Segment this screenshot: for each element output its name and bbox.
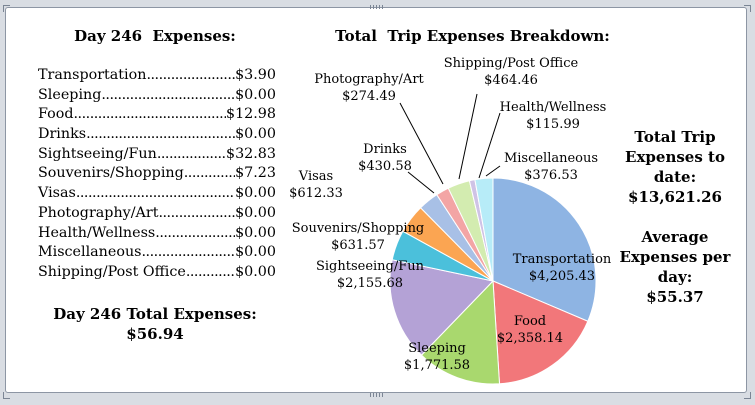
slice-label: Photography/Art $274.49	[314, 72, 424, 104]
day-expenses-title: Day 246 Expenses:	[74, 27, 236, 45]
slice-label: Drinks $430.58	[358, 142, 412, 174]
expense-value: $0.00	[235, 244, 276, 261]
expense-value: $12.98	[225, 106, 276, 123]
expense-value: $3.90	[235, 67, 276, 83]
expense-label: Drinks	[38, 126, 87, 143]
expense-label: Miscellaneous	[38, 244, 142, 261]
slice-name: Sightseeing/Fun	[316, 259, 425, 274]
pie-slice-food	[492, 280, 589, 385]
pie-slice-sightseeing-fun	[389, 259, 494, 356]
expense-value: $0.00	[235, 86, 276, 103]
expense-label: Shipping/Post Office	[38, 263, 186, 280]
expense-value: $0.00	[235, 224, 276, 241]
top-right-resize-handle[interactable]	[744, 5, 751, 12]
expense-value: $0.00	[235, 185, 276, 202]
expense-label: Visas	[38, 185, 76, 202]
expense-row: Transportation $3.90	[38, 66, 276, 86]
slice-value: $612.33	[289, 186, 343, 201]
leader-line	[478, 112, 501, 179]
expense-row: Drinks $0.00	[38, 125, 276, 145]
slice-label: Food $2,358.14	[497, 314, 563, 346]
expense-value: $0.00	[235, 263, 276, 280]
leader-line	[407, 171, 435, 194]
expense-label: Food	[38, 106, 74, 123]
bottom-left-resize-handle[interactable]	[3, 392, 10, 399]
expense-value: $7.23	[235, 165, 276, 182]
slice-name: Miscellaneous	[504, 151, 598, 166]
expense-value: $32.83	[225, 145, 276, 162]
slice-label: Sightseeing/Fun $2,155.68	[316, 259, 425, 291]
slice-name: Souvenirs/Shopping	[292, 221, 425, 236]
slice-value: $115.99	[526, 117, 580, 132]
average-value: $55.37	[646, 288, 704, 306]
top-resize-handle[interactable]	[370, 5, 384, 9]
slice-label: Visas $612.33	[289, 169, 343, 201]
expense-label: Sleeping	[38, 86, 102, 103]
pie-slice-miscellaneous	[474, 177, 494, 282]
leader-line	[485, 165, 501, 177]
bottom-resize-handle[interactable]	[370, 393, 384, 397]
leader-line	[399, 102, 444, 185]
slice-label: Shipping/Post Office $464.46	[444, 56, 579, 88]
pie-slice-sleeping	[420, 279, 501, 385]
day-total-value: $56.94	[126, 325, 184, 343]
slice-value: $1,771.58	[404, 358, 470, 373]
expense-row: Food $12.98	[38, 105, 276, 125]
slice-name: Visas	[298, 169, 333, 184]
bottom-right-resize-handle[interactable]	[744, 392, 751, 399]
slice-label: Sleeping $1,771.58	[404, 341, 470, 373]
slice-value: $430.58	[358, 159, 412, 174]
slice-value: $631.57	[331, 238, 385, 253]
day-total: Day 246 Total Expenses: $56.94	[30, 304, 280, 344]
leader-line	[458, 93, 478, 180]
expense-row: Shipping/Post Office $0.00	[38, 263, 276, 283]
top-left-resize-handle[interactable]	[3, 5, 10, 12]
slice-label: Transportation $4,205.43	[513, 252, 612, 284]
slice-name: Food	[514, 314, 546, 329]
expense-label: Photography/Art	[38, 204, 159, 221]
expense-row: Miscellaneous $0.00	[38, 243, 276, 263]
slice-value: $376.53	[524, 168, 578, 183]
slice-value: $274.49	[342, 89, 396, 104]
slice-name: Photography/Art	[314, 72, 424, 87]
day-expenses-list: Transportation $3.90 Sleeping $0.00 Food $12.…	[38, 66, 276, 283]
expense-label: Transportation	[38, 67, 147, 83]
trip-total: Total Trip Expenses to date: $13,621.26	[614, 127, 736, 207]
expense-row: Sightseeing/Fun $32.83	[38, 145, 276, 165]
expense-label: Health/Wellness	[38, 224, 156, 241]
average-label: Average Expenses per day:	[619, 228, 731, 286]
average-per-day: Average Expenses per day: $55.37	[614, 227, 736, 307]
slice-name: Drinks	[363, 142, 407, 157]
expense-row: Health/Wellness $0.00	[38, 224, 276, 244]
expense-row: Sleeping $0.00	[38, 86, 276, 106]
trip-total-value: $13,621.26	[628, 188, 722, 206]
trip-total-label: Total Trip Expenses to date:	[625, 128, 725, 186]
slice-name: Health/Wellness	[500, 100, 607, 115]
slice-label: Miscellaneous $376.53	[504, 151, 598, 183]
slice-label: Health/Wellness $115.99	[500, 100, 607, 132]
expense-label: Sightseeing/Fun	[38, 145, 157, 162]
day-total-label: Day 246 Total Expenses:	[53, 305, 257, 323]
slice-name: Sleeping	[408, 341, 466, 356]
expense-row: Souvenirs/Shopping $7.23	[38, 164, 276, 184]
slice-value: $464.46	[484, 73, 538, 88]
pie-slice-transportation	[492, 177, 597, 322]
slice-value: $4,205.43	[529, 269, 595, 284]
expense-value: $0.00	[235, 126, 276, 143]
slice-value: $2,358.14	[497, 331, 563, 346]
expense-row: Visas $0.00	[38, 184, 276, 204]
chart-title: Total Trip Expenses Breakdown:	[335, 27, 610, 45]
slice-name: Transportation	[513, 252, 612, 267]
expense-value: $0.00	[235, 204, 276, 221]
slice-name: Shipping/Post Office	[444, 56, 579, 71]
expense-label: Souvenirs/Shopping	[38, 165, 184, 182]
slice-label: Souvenirs/Shopping $631.57	[292, 221, 425, 253]
expense-row: Photography/Art $0.00	[38, 204, 276, 224]
slice-value: $2,155.68	[337, 276, 403, 291]
